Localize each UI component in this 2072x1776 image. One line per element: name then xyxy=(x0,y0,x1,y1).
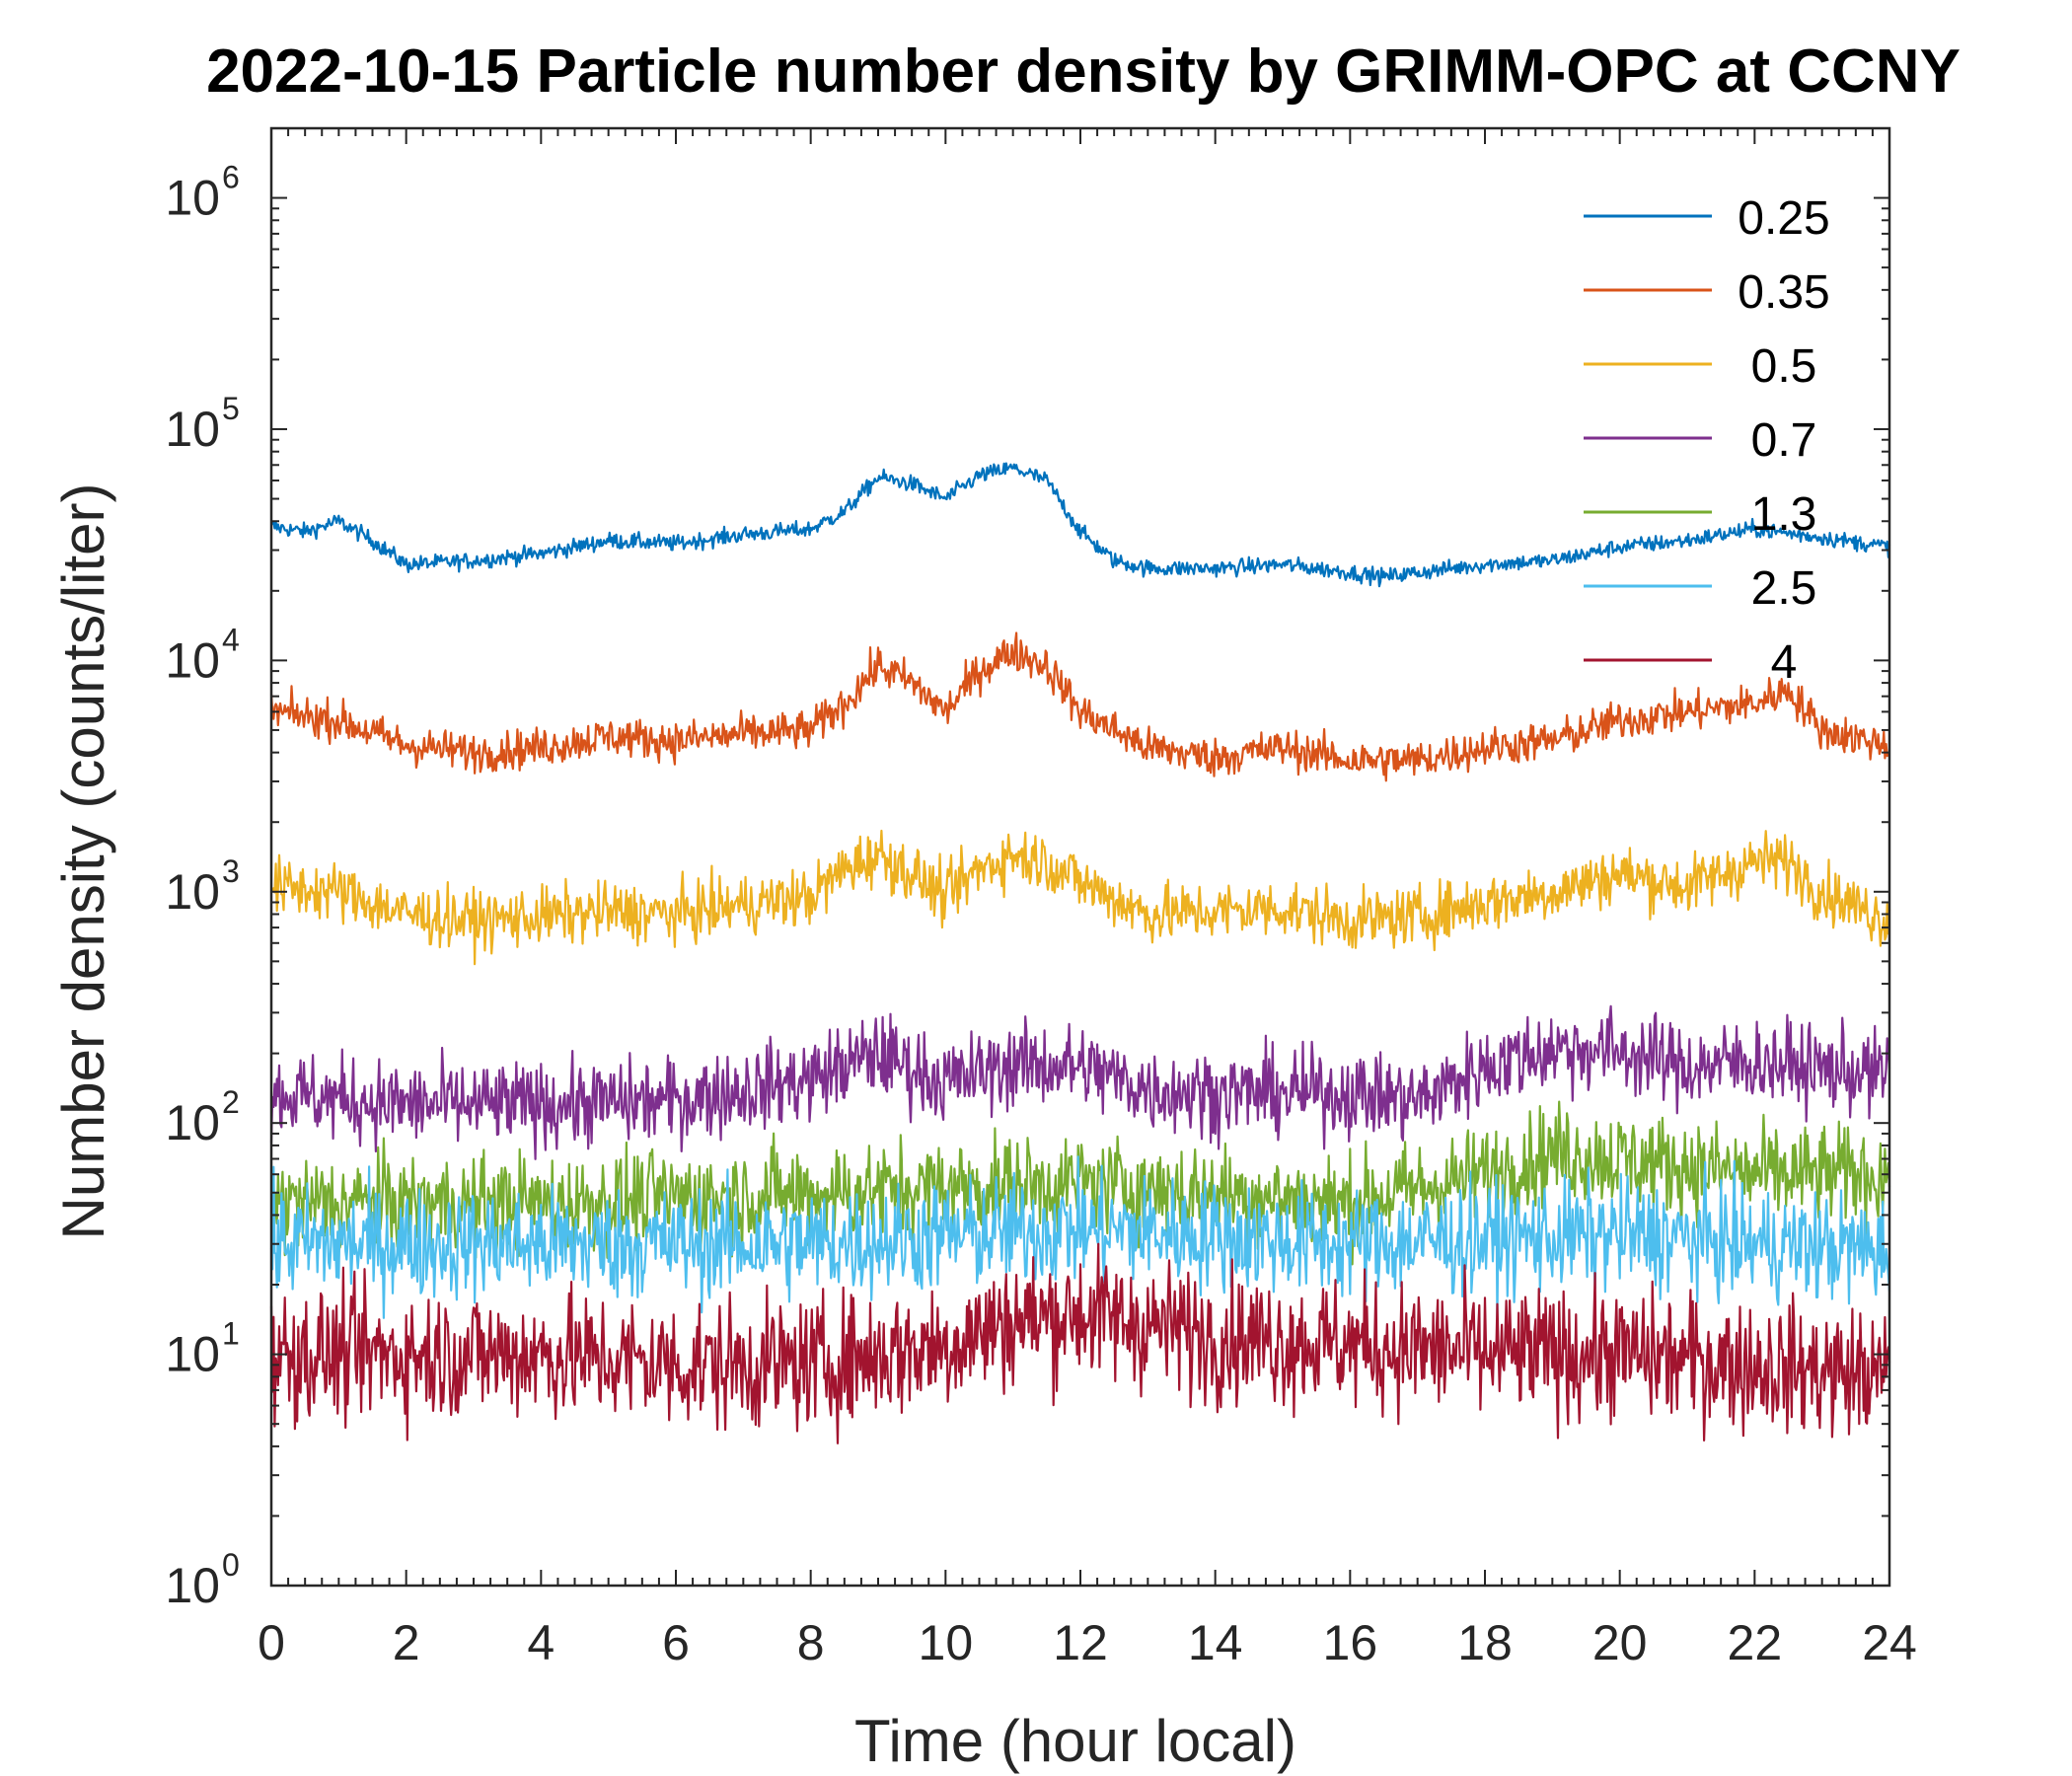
x-tick-label: 14 xyxy=(1188,1615,1243,1670)
legend-label: 4 xyxy=(1771,636,1798,689)
plot-area-frame xyxy=(269,126,1891,1588)
y-tick-label: 10 xyxy=(165,1327,220,1382)
series-layer xyxy=(269,462,1891,1444)
x-tick-label: 10 xyxy=(919,1615,974,1670)
y-tick-label: 10 xyxy=(165,402,220,457)
x-tick-label: 18 xyxy=(1457,1615,1513,1670)
legend-label: 0.25 xyxy=(1738,192,1829,245)
legend: 0.25 0.35 0.5 0.7 1.3 2.5 4 xyxy=(1584,192,1830,689)
x-tick-label: 20 xyxy=(1592,1615,1648,1670)
y-tick-exponent: 2 xyxy=(222,1084,240,1120)
y-tick-label: 10 xyxy=(165,864,220,920)
x-tick-label: 16 xyxy=(1323,1615,1378,1670)
chart-title: 2022-10-15 Particle number density by GR… xyxy=(206,37,1961,106)
series-line xyxy=(269,631,1890,782)
y-tick-label: 10 xyxy=(165,1558,220,1613)
legend-label: 0.35 xyxy=(1738,266,1829,319)
y-tick-label: 10 xyxy=(165,1095,220,1150)
x-tick-label: 24 xyxy=(1862,1615,1917,1670)
x-tick-label: 12 xyxy=(1053,1615,1108,1670)
y-tick-label: 10 xyxy=(165,632,220,688)
x-tick-label: 4 xyxy=(527,1615,555,1670)
x-tick-label: 0 xyxy=(258,1615,285,1670)
x-tick-label: 2 xyxy=(393,1615,420,1670)
legend-label: 0.5 xyxy=(1751,340,1817,393)
series-line xyxy=(269,1100,1891,1266)
series-line xyxy=(269,1004,1891,1160)
legend-label: 0.7 xyxy=(1751,414,1817,467)
y-tick-exponent: 6 xyxy=(222,160,240,195)
x-axis-label: Time (hour local) xyxy=(854,1708,1296,1774)
axis-ticks xyxy=(270,127,1890,1587)
y-tick-exponent: 3 xyxy=(222,853,240,889)
series-line xyxy=(269,1155,1891,1323)
x-tick-label: 22 xyxy=(1728,1615,1783,1670)
x-tick-label: 6 xyxy=(662,1615,690,1670)
y-tick-exponent: 0 xyxy=(222,1547,240,1583)
x-tick-labels: 0 2 4 6 8 10 12 14 16 18 20 22 24 xyxy=(258,1615,1917,1670)
y-axis-label: Number density (counts/liter) xyxy=(50,483,116,1240)
series-line xyxy=(270,829,1891,966)
series-line xyxy=(269,1242,1891,1444)
y-tick-exponent: 1 xyxy=(222,1316,240,1352)
y-tick-exponent: 4 xyxy=(222,622,240,657)
x-tick-label: 8 xyxy=(797,1615,825,1670)
y-tick-exponent: 5 xyxy=(222,391,240,426)
legend-label: 2.5 xyxy=(1751,562,1817,615)
series-line xyxy=(270,462,1891,588)
legend-label: 1.3 xyxy=(1751,488,1817,541)
y-tick-label: 10 xyxy=(165,171,220,226)
